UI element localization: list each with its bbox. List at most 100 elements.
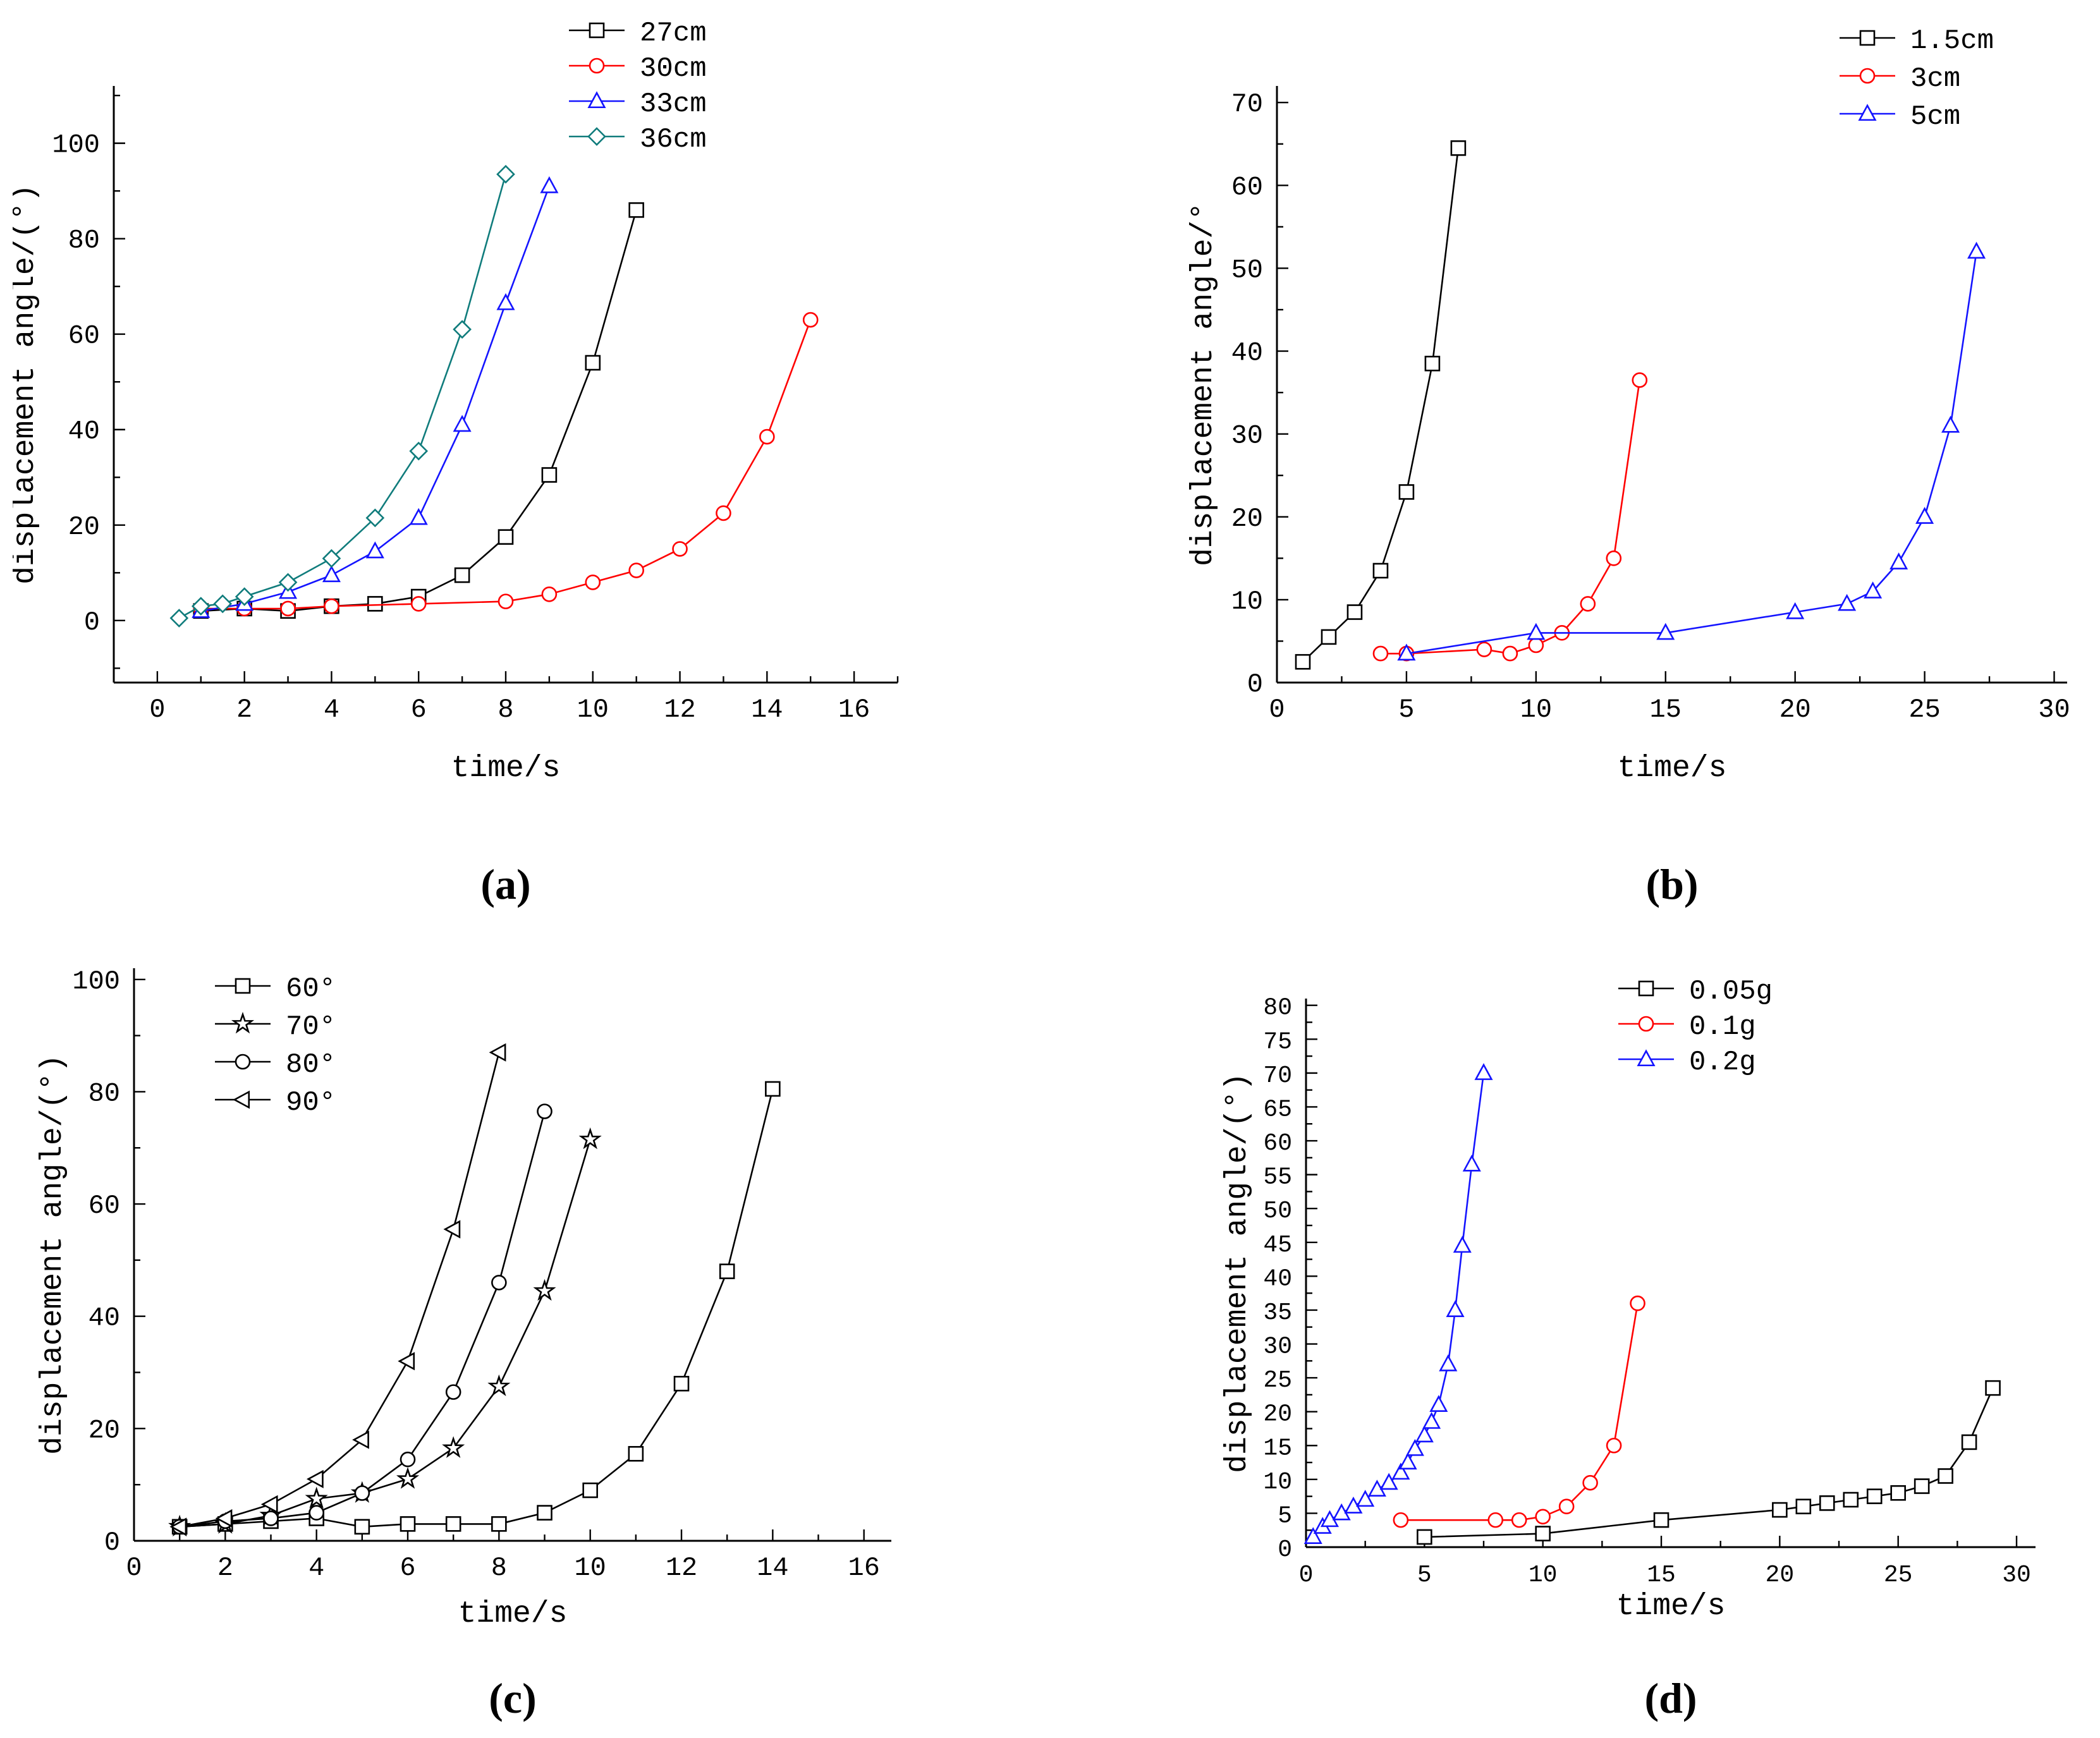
- svg-text:displacement angle/(°): displacement angle/(°): [1221, 1073, 1255, 1473]
- series-90°: [169, 1043, 506, 1536]
- series-27cm: [193, 202, 644, 619]
- svg-text:80: 80: [1263, 995, 1292, 1022]
- ticks: [114, 94, 899, 683]
- svg-text:10: 10: [577, 695, 609, 725]
- svg-text:30: 30: [1231, 421, 1263, 451]
- svg-text:0: 0: [1278, 1536, 1292, 1564]
- svg-text:20: 20: [1231, 504, 1263, 534]
- svg-text:16: 16: [838, 695, 870, 725]
- svg-text:10: 10: [1529, 1562, 1558, 1589]
- svg-text:0.1g: 0.1g: [1689, 1011, 1756, 1043]
- svg-text:70: 70: [1263, 1062, 1292, 1090]
- svg-text:40: 40: [89, 1303, 120, 1334]
- chart-block-d: 0 5 10 15 20 25 30 0 5 10 15 20 25 30 35 40 45 50 55 60 65 70…: [1113, 948, 2099, 1738]
- svg-text:40: 40: [68, 416, 100, 447]
- chart-b: 0 5 10 15 20 25 30 0 10 20 30 40 50 60 70 time/s displac…: [1113, 13, 2099, 853]
- svg-text:displacement angle/(°): displacement angle/(°): [36, 1054, 70, 1455]
- svg-text:60: 60: [1263, 1130, 1292, 1157]
- svg-text:15: 15: [1650, 695, 1682, 725]
- svg-text:12: 12: [666, 1553, 697, 1583]
- svg-text:6: 6: [411, 695, 427, 725]
- chart-d-svg: 0 5 10 15 20 25 30 0 5 10 15 20 25 30 35 40 45 50 55 60 65 70…: [1221, 976, 2036, 1624]
- svg-text:100: 100: [72, 966, 120, 997]
- svg-text:27cm: 27cm: [640, 18, 707, 49]
- ticks: [1305, 1004, 2018, 1548]
- svg-text:5: 5: [1278, 1502, 1292, 1529]
- caption-a: (a): [480, 862, 531, 909]
- svg-text:50: 50: [1263, 1198, 1292, 1225]
- svg-text:4: 4: [324, 695, 339, 725]
- svg-text:50: 50: [1231, 255, 1263, 285]
- svg-text:0: 0: [84, 607, 100, 638]
- svg-text:time/s: time/s: [1618, 751, 1727, 786]
- svg-text:55: 55: [1263, 1164, 1292, 1191]
- svg-text:2: 2: [217, 1553, 233, 1583]
- series-80°: [171, 1103, 552, 1535]
- svg-text:0: 0: [1269, 695, 1285, 725]
- svg-text:90°: 90°: [286, 1087, 336, 1119]
- svg-text:100: 100: [52, 130, 100, 161]
- svg-text:5: 5: [1417, 1562, 1432, 1589]
- tick-labels: 0 2 4 6 8 10 12 14 16 0 20 40 60 80 100: [52, 130, 870, 725]
- svg-text:20: 20: [1779, 695, 1810, 725]
- svg-text:20: 20: [68, 512, 100, 542]
- svg-text:12: 12: [664, 695, 695, 725]
- svg-text:6: 6: [400, 1553, 415, 1583]
- svg-text:0.05g: 0.05g: [1689, 976, 1773, 1007]
- tick-labels: 0 5 10 15 20 25 30 0 10 20 30 40 50 60 70: [1231, 89, 2070, 725]
- svg-text:displacement angle/(°): displacement angle/(°): [13, 184, 42, 585]
- svg-text:0: 0: [104, 1528, 120, 1558]
- svg-text:36cm: 36cm: [640, 124, 707, 155]
- svg-text:10: 10: [574, 1553, 606, 1583]
- svg-text:14: 14: [751, 695, 783, 725]
- chart-c: 0 2 4 6 8 10 12 14 16 0 20 40 60 80 100 time/s displacem…: [13, 948, 1024, 1657]
- series-1.5cm: [1295, 140, 1467, 670]
- svg-text:40: 40: [1231, 338, 1263, 368]
- svg-text:20: 20: [1263, 1401, 1292, 1428]
- svg-text:14: 14: [757, 1553, 788, 1583]
- axes: [1305, 999, 2036, 1548]
- series-70°: [168, 1127, 602, 1537]
- series-3cm: [1372, 372, 1648, 662]
- svg-text:60°: 60°: [286, 973, 336, 1005]
- axes: [1276, 86, 2067, 684]
- legend: 1.5cm 3cm 5cm: [1840, 25, 1994, 133]
- tick-labels: 0 2 4 6 8 10 12 14 16 0 20 40 60 80 100: [72, 966, 880, 1583]
- svg-text:2: 2: [236, 695, 252, 725]
- svg-text:16: 16: [848, 1553, 879, 1583]
- chart-b-svg: 0 5 10 15 20 25 30 0 10 20 30 40 50 60 70 time/s displac…: [1187, 25, 2070, 786]
- ticks: [1276, 102, 2055, 684]
- svg-text:30: 30: [2002, 1562, 2031, 1589]
- svg-text:8: 8: [498, 695, 513, 725]
- svg-text:displacement angle/°: displacement angle/°: [1187, 202, 1221, 566]
- tick-labels: 0 5 10 15 20 25 30 0 5 10 15 20 25 30 35 40 45 50 55 60 65 70…: [1263, 995, 2030, 1589]
- chart-a: 0 2 4 6 8 10 12 14 16 0 20 40 60 80 100 time/s displacem…: [8, 13, 1024, 853]
- svg-text:80: 80: [89, 1078, 120, 1109]
- chart-block-c: 0 2 4 6 8 10 12 14 16 0 20 40 60 80 100 time/s displacem…: [13, 948, 1024, 1738]
- svg-text:4: 4: [308, 1553, 324, 1583]
- caption-b: (b): [1645, 862, 1699, 909]
- svg-text:75: 75: [1263, 1028, 1292, 1055]
- svg-text:25: 25: [1263, 1367, 1292, 1394]
- svg-text:0: 0: [126, 1553, 142, 1583]
- series-30cm: [193, 312, 819, 617]
- svg-text:10: 10: [1231, 586, 1263, 617]
- svg-text:0.2g: 0.2g: [1689, 1047, 1756, 1078]
- svg-text:5cm: 5cm: [1910, 101, 1960, 133]
- svg-text:65: 65: [1263, 1096, 1292, 1123]
- svg-text:25: 25: [1908, 695, 1940, 725]
- svg-text:25: 25: [1884, 1562, 1913, 1589]
- svg-text:70°: 70°: [286, 1011, 336, 1043]
- svg-text:20: 20: [1766, 1562, 1795, 1589]
- svg-text:30: 30: [1263, 1334, 1292, 1361]
- svg-text:15: 15: [1647, 1562, 1676, 1589]
- caption-c: (c): [489, 1676, 537, 1723]
- svg-text:0: 0: [1299, 1562, 1314, 1589]
- svg-text:30cm: 30cm: [640, 53, 707, 85]
- chart-block-a: 0 2 4 6 8 10 12 14 16 0 20 40 60 80 100 time/s displacem…: [8, 13, 1024, 930]
- chart-c-svg: 0 2 4 6 8 10 12 14 16 0 20 40 60 80 100 time/s displacem…: [36, 966, 891, 1631]
- svg-text:45: 45: [1263, 1232, 1292, 1259]
- series-60°: [171, 1081, 781, 1535]
